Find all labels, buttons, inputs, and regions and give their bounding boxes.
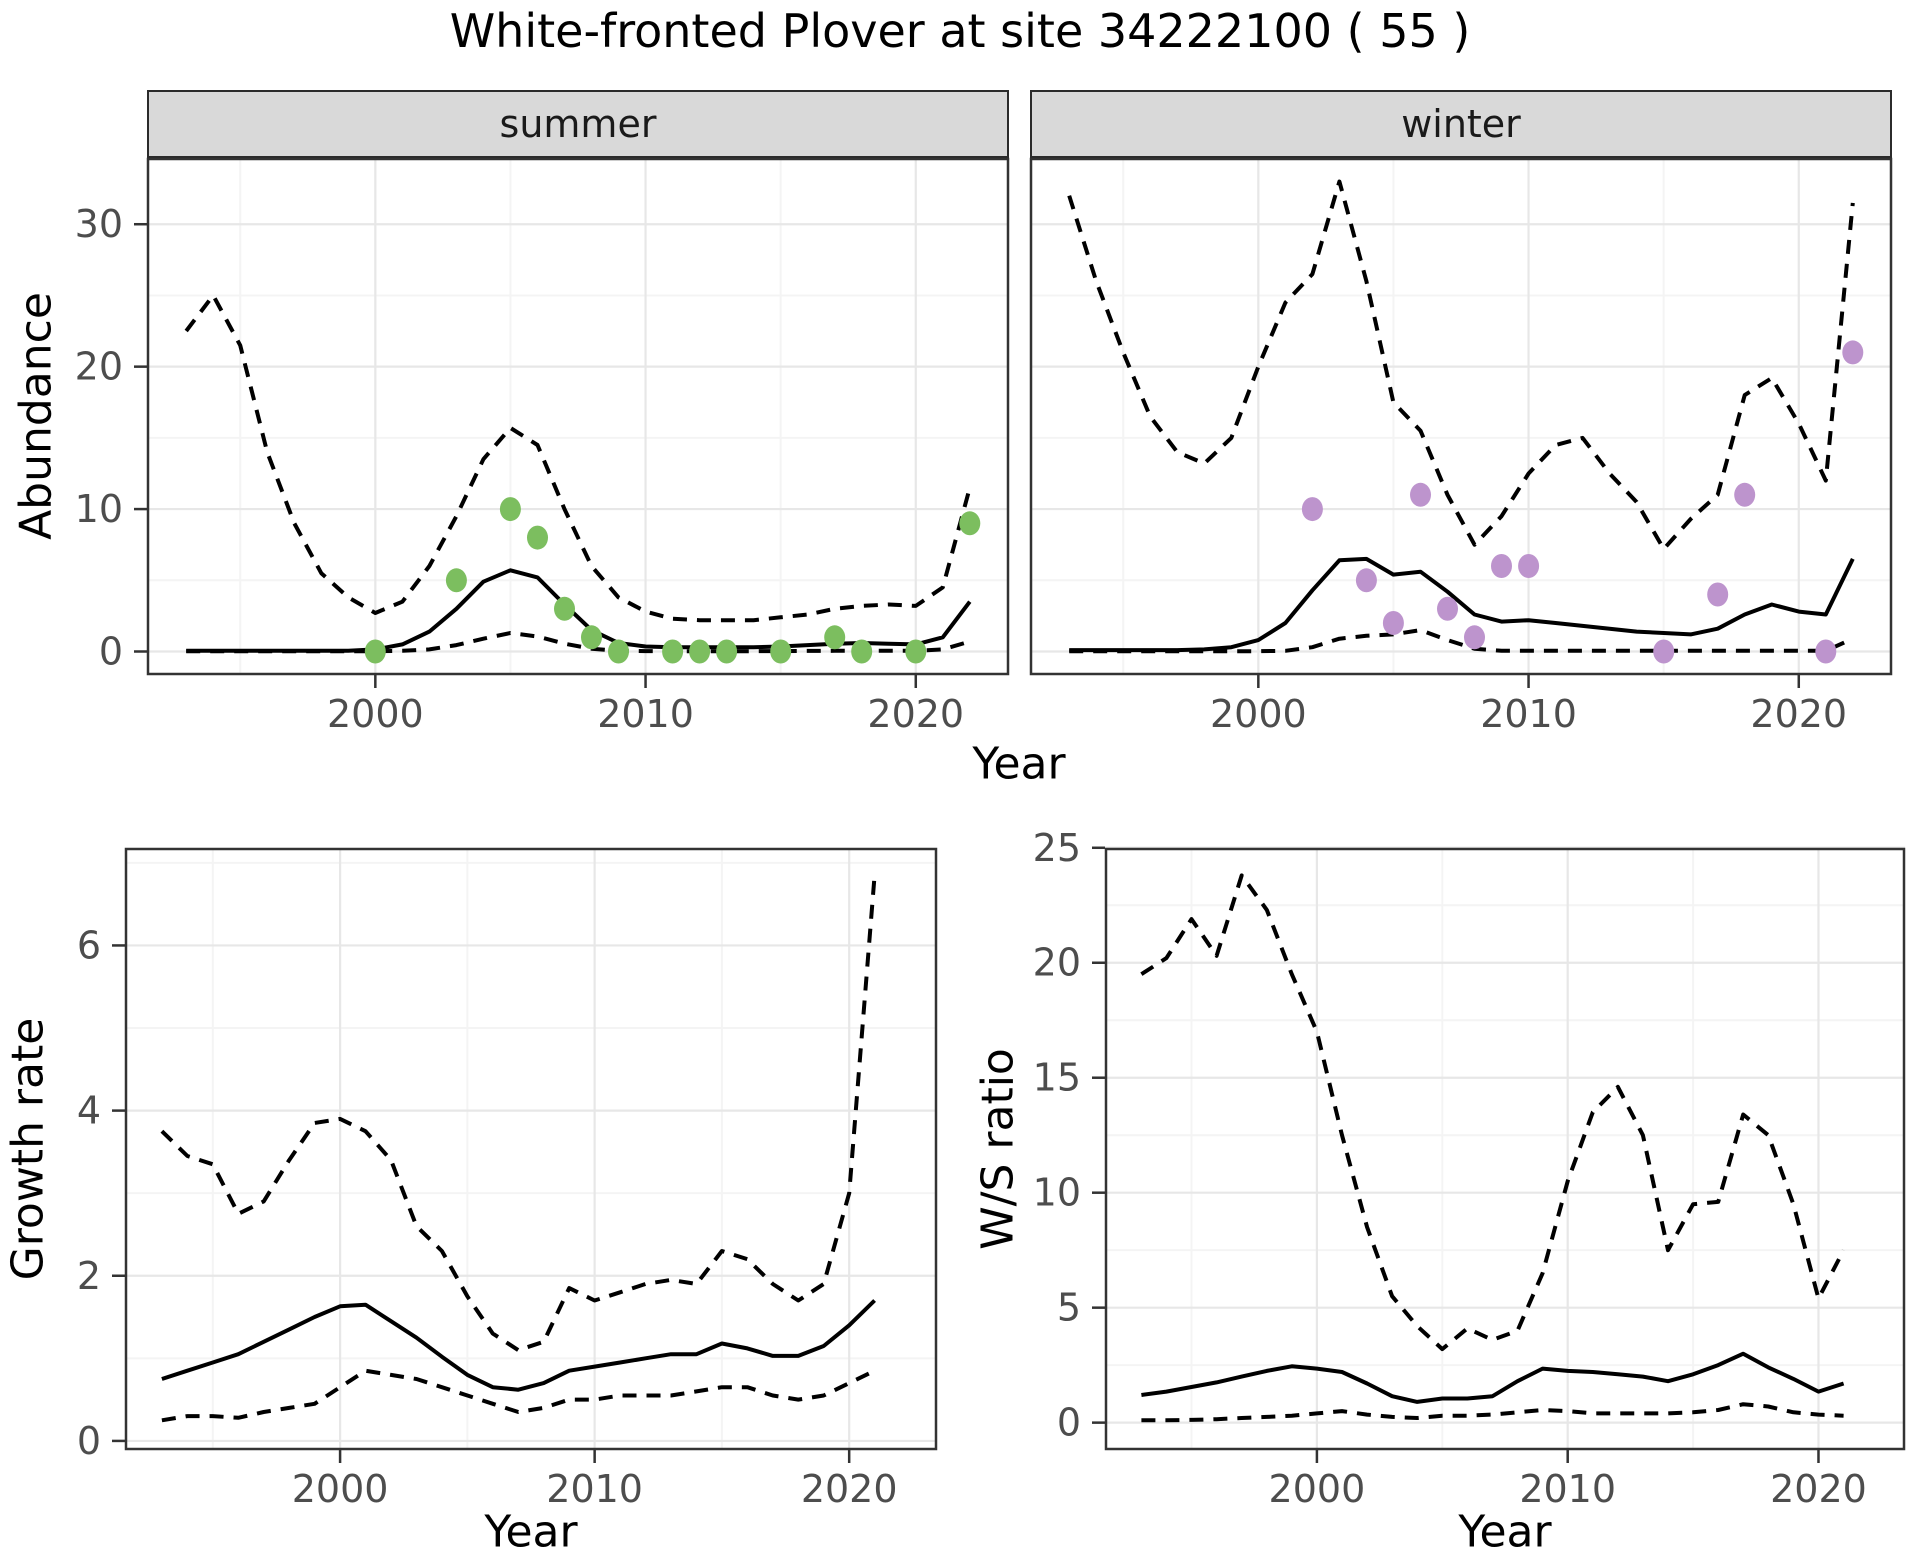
y-tick-label: 4 <box>77 1089 101 1133</box>
x-tick-label: 2010 <box>597 692 694 736</box>
x-tick-label: 2000 <box>1269 1467 1366 1511</box>
x-tick-label: 2020 <box>867 692 964 736</box>
observation-point <box>824 625 846 650</box>
observation-point <box>1410 482 1431 507</box>
panel-ws-ratio-plot: 2000 2010 2020 0 5 10 15 20 25 <box>1033 826 1906 1511</box>
y-tick-label: 10 <box>1033 1171 1081 1215</box>
estimate-line <box>186 568 972 653</box>
x-tick-label: 2010 <box>1519 1467 1616 1511</box>
observation-point <box>716 639 738 664</box>
y-axis-title-growth-rate: Growth rate <box>2 1017 54 1281</box>
observation-point <box>1815 639 1837 664</box>
estimate-line <box>1069 556 1855 653</box>
y-tick-label: 15 <box>1033 1056 1081 1100</box>
observation-point <box>1842 340 1864 365</box>
y-tick-label: 20 <box>75 345 123 389</box>
observation-point <box>527 525 548 550</box>
panel-border <box>1029 157 1893 676</box>
y-tick-label: 0 <box>1057 1401 1081 1445</box>
upper_ci-line <box>184 293 972 623</box>
observation-point <box>1301 497 1323 522</box>
lower_ci-line <box>161 1368 876 1423</box>
observation-point <box>959 511 981 536</box>
y-tick-label: 6 <box>77 923 101 967</box>
y-tick-label: 30 <box>75 202 123 246</box>
x-tick-label: 2000 <box>1210 692 1307 736</box>
y-tick-label: 20 <box>1033 941 1081 985</box>
x-axis-title-ws-ratio: Year <box>1458 1506 1552 1558</box>
observation-point <box>905 639 927 664</box>
observation-point <box>1518 554 1540 578</box>
summer-svg: 2000 2010 2020 0 10 20 30 <box>75 157 1010 736</box>
x-tick-label: 2020 <box>1750 692 1847 736</box>
observation-point <box>1734 482 1756 507</box>
panel-winter-plot: 2000 2010 2020 <box>1029 157 1893 736</box>
x-axis-title-growth-rate: Year <box>484 1506 578 1558</box>
x-tick-label: 2020 <box>801 1467 898 1511</box>
x-axis-title-top: Year <box>972 738 1066 790</box>
winter-svg: 2000 2010 2020 <box>1029 157 1893 736</box>
observation-point <box>1464 625 1485 650</box>
growth_rate-svg: 2000 2010 2020 0 2 4 6 <box>77 847 938 1511</box>
y-tick-label: 10 <box>75 487 123 531</box>
y-tick-label: 5 <box>1057 1286 1081 1330</box>
observation-point <box>689 639 711 664</box>
observation-point <box>608 639 629 664</box>
y-tick-label: 0 <box>77 1419 101 1463</box>
ws_ratio-svg: 2000 2010 2020 0 5 10 15 20 25 <box>1033 826 1906 1511</box>
panel-border <box>146 157 1010 676</box>
observation-point <box>851 639 873 664</box>
upper_ci-line <box>160 875 877 1353</box>
observation-point <box>364 639 386 664</box>
upper_ci-line <box>1067 179 1855 551</box>
x-tick-label: 2010 <box>1480 692 1577 736</box>
facet-strip-summer: summer <box>147 90 1009 158</box>
observation-point <box>499 497 521 522</box>
y-tick-label: 2 <box>77 1254 101 1298</box>
lower_ci-line <box>1141 1402 1844 1423</box>
observation-point <box>662 639 684 664</box>
panel-growth-rate-plot: 2000 2010 2020 0 2 4 6 <box>77 847 938 1511</box>
figure-title: White-fronted Plover at site 34222100 ( … <box>449 4 1471 58</box>
observation-point <box>1491 554 1512 578</box>
observation-point <box>1382 611 1404 635</box>
observation-point <box>770 639 792 664</box>
panel-border <box>124 847 938 1451</box>
facet-strip-winter: winter <box>1030 90 1892 158</box>
facet-strip-summer-label: summer <box>499 102 657 146</box>
observation-point <box>554 596 575 621</box>
observation-point <box>581 625 602 650</box>
observation-point <box>445 568 467 593</box>
observation-point <box>1437 596 1458 621</box>
y-axis-title-ws-ratio: W/S ratio <box>972 1048 1024 1250</box>
observation-point <box>1355 568 1377 593</box>
facet-strip-winter-label: winter <box>1401 102 1521 146</box>
observation-point <box>1707 582 1729 607</box>
x-tick-label: 2020 <box>1770 1467 1867 1511</box>
x-tick-label: 2000 <box>327 692 424 736</box>
observation-point <box>1653 639 1675 664</box>
upper_ci-line <box>1140 873 1846 1352</box>
estimate-line <box>1141 1351 1845 1404</box>
panel-summer-plot: 2000 2010 2020 0 10 20 30 <box>75 157 1010 736</box>
y-tick-label: 25 <box>1033 826 1081 870</box>
panel-border <box>1104 847 1906 1451</box>
estimate-line <box>161 1299 876 1392</box>
y-tick-label: 0 <box>99 630 123 674</box>
x-tick-label: 2000 <box>292 1467 389 1511</box>
y-axis-title-abundance: Abundance <box>10 292 62 540</box>
x-tick-label: 2010 <box>546 1467 643 1511</box>
